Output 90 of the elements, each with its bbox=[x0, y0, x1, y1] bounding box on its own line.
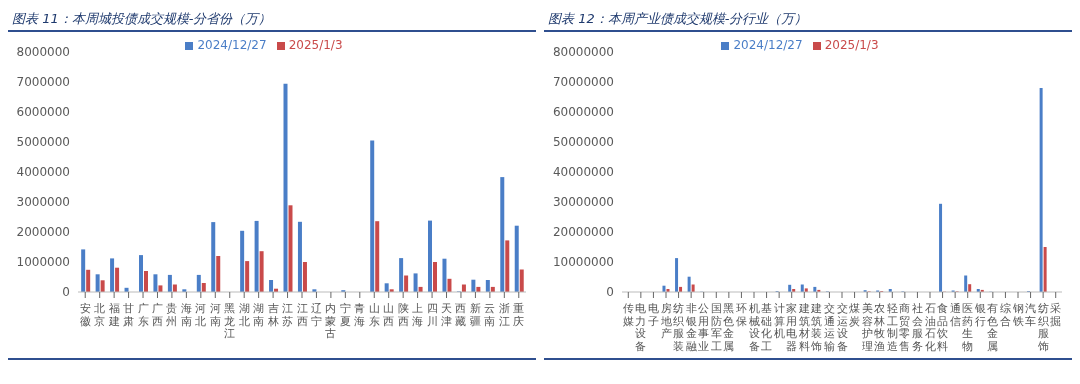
x-tick-label: 江西 bbox=[296, 302, 308, 328]
x-tick-label: 吉林 bbox=[266, 302, 279, 328]
x-tick-label: 汽车 bbox=[1025, 302, 1037, 328]
x-tick-label: 新疆 bbox=[469, 302, 481, 328]
x-tick-label: 轻工制造 bbox=[886, 302, 898, 353]
chart-title: 图表 11：本周城投债成交规模-分省份（万） bbox=[8, 8, 536, 32]
x-tick-label: 钢铁 bbox=[1011, 302, 1024, 328]
x-tick-label: 电力设备 bbox=[635, 302, 647, 353]
x-tick-label: 环保 bbox=[735, 302, 747, 328]
x-tick-label: 建筑材料 bbox=[797, 302, 810, 353]
x-tick-label: 西藏 bbox=[455, 302, 467, 328]
x-tick-label: 甘肃 bbox=[123, 302, 135, 328]
x-tick-label: 国防军工 bbox=[710, 302, 722, 353]
y-tick-label: 40000000 bbox=[552, 165, 614, 180]
y-tick-label: 2000000 bbox=[16, 225, 70, 240]
x-tick-label: 建筑装饰 bbox=[810, 302, 823, 353]
x-tick-label: 煤炭 bbox=[849, 302, 861, 328]
y-tick-label: 0 bbox=[606, 285, 614, 300]
x-tick-label: 计算机 bbox=[773, 302, 785, 340]
x-tick-label: 农林牧渔 bbox=[873, 302, 886, 353]
y-tick-label: 0 bbox=[62, 285, 70, 300]
legend-label: 2025/1/3 bbox=[288, 38, 343, 52]
x-tick-label: 银行 bbox=[973, 302, 986, 328]
x-tick-label: 家用电器 bbox=[786, 302, 798, 353]
x-tick-label: 青海 bbox=[354, 302, 366, 328]
x-tick-label: 通信 bbox=[949, 302, 961, 328]
x-tick-label: 纺织服装 bbox=[673, 302, 685, 353]
x-tick-label: 广东 bbox=[137, 302, 149, 328]
x-tick-label: 天津 bbox=[441, 302, 453, 328]
legend-label: 2024/12/27 bbox=[197, 38, 267, 52]
x-tick-label: 综合 bbox=[999, 302, 1011, 328]
x-tick-label: 广西 bbox=[151, 302, 163, 328]
x-tick-label: 河南 bbox=[209, 302, 221, 328]
x-tick-label: 重庆 bbox=[513, 302, 525, 328]
y-tick-label: 20000000 bbox=[552, 225, 614, 240]
x-tick-label: 湖北 bbox=[238, 302, 250, 328]
x-tick-label: 辽宁 bbox=[310, 302, 322, 328]
x-tick-label: 四川 bbox=[426, 302, 438, 328]
x-tick-label: 纺织服饰 bbox=[1036, 302, 1049, 353]
y-tick-label: 30000000 bbox=[552, 195, 614, 210]
x-tick-label: 湖南 bbox=[253, 302, 265, 328]
x-tick-label: 内蒙古 bbox=[325, 302, 337, 340]
x-tick-label: 基础化工 bbox=[760, 302, 773, 353]
y-tick-label: 10000000 bbox=[552, 255, 614, 270]
x-tick-label: 海南 bbox=[180, 302, 192, 328]
x-tick-label: 交通运输 bbox=[823, 302, 835, 353]
x-tick-label: 贵州 bbox=[166, 302, 178, 328]
chart-title: 图表 12：本周产业债成交规模-分行业（万） bbox=[544, 8, 1072, 32]
x-tick-label: 福建 bbox=[107, 302, 120, 328]
x-tick-label: 江苏 bbox=[282, 302, 294, 328]
x-tick-label: 医药生物 bbox=[962, 302, 974, 353]
y-tick-label: 80000000 bbox=[552, 45, 614, 60]
legend-label: 2025/1/3 bbox=[824, 38, 879, 52]
x-tick-label: 商贸零售 bbox=[899, 302, 911, 353]
x-tick-label: 宁夏 bbox=[339, 302, 351, 328]
y-tick-label: 70000000 bbox=[552, 75, 614, 90]
x-tick-label: 北京 bbox=[94, 302, 106, 328]
x-tick-label: 安徽 bbox=[79, 302, 91, 328]
x-tick-label: 云南 bbox=[484, 302, 496, 328]
y-tick-label: 7000000 bbox=[16, 75, 70, 90]
y-tick-label: 6000000 bbox=[16, 105, 70, 120]
y-tick-label: 1000000 bbox=[16, 255, 70, 270]
y-tick-label: 5000000 bbox=[16, 135, 70, 150]
x-tick-label: 有色金属 bbox=[987, 302, 999, 353]
x-tick-label: 上海 bbox=[412, 302, 424, 328]
x-tick-label: 非银金融 bbox=[684, 302, 697, 353]
x-tick-label: 交运设备 bbox=[836, 302, 848, 353]
x-tick-label: 机械设备 bbox=[748, 302, 760, 353]
x-tick-label: 山西 bbox=[383, 302, 395, 328]
x-tick-label: 黑龙江 bbox=[224, 302, 236, 340]
x-tick-label: 社会服务 bbox=[911, 302, 923, 353]
y-tick-label: 3000000 bbox=[16, 195, 70, 210]
x-tick-label: 食品饮料 bbox=[936, 302, 949, 353]
legend-label: 2024/12/27 bbox=[733, 38, 803, 52]
y-tick-label: 50000000 bbox=[552, 135, 614, 150]
x-tick-label: 传媒 bbox=[622, 302, 634, 328]
y-tick-label: 4000000 bbox=[16, 165, 70, 180]
x-tick-label: 采掘 bbox=[1050, 302, 1062, 328]
x-tick-label: 浙江 bbox=[498, 302, 510, 328]
x-tick-label: 公用事业 bbox=[698, 302, 710, 353]
x-tick-label: 山东 bbox=[368, 302, 380, 328]
x-tick-label: 房地产 bbox=[659, 302, 672, 340]
x-tick-label: 黑色金属 bbox=[723, 302, 735, 353]
y-tick-label: 60000000 bbox=[552, 105, 614, 120]
x-tick-label: 河北 bbox=[195, 302, 207, 328]
x-tick-label: 陕西 bbox=[397, 302, 409, 328]
y-tick-label: 8000000 bbox=[16, 45, 70, 60]
x-tick-label: 电子 bbox=[647, 302, 659, 328]
x-tick-label: 美容护理 bbox=[860, 302, 873, 353]
x-tick-label: 石油石化 bbox=[924, 302, 936, 353]
